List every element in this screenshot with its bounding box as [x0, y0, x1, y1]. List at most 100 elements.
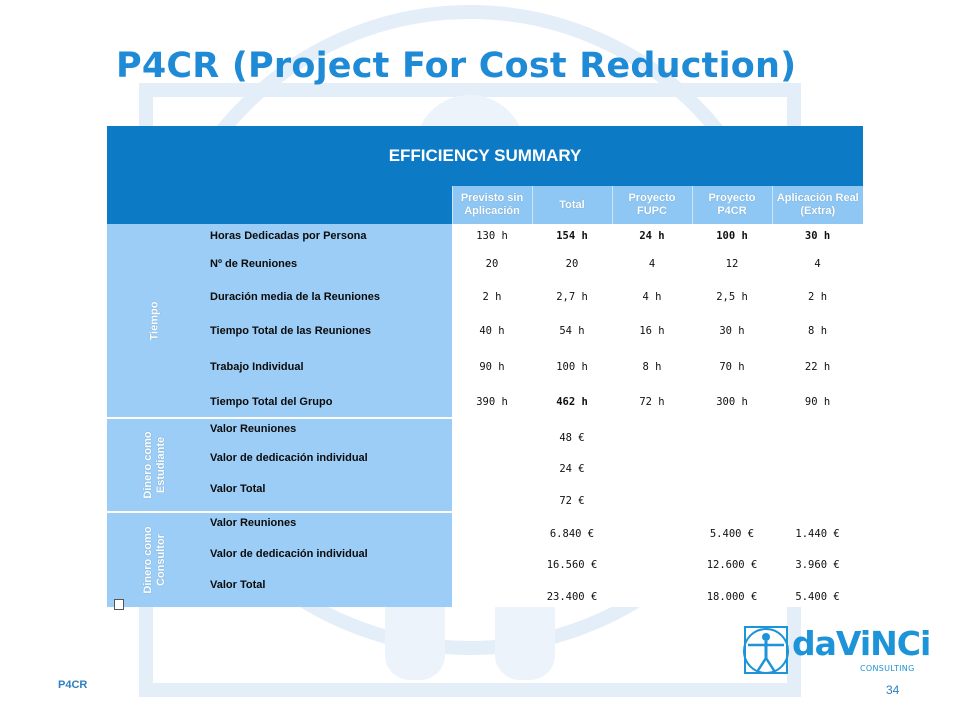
- table-cell: 5.400 €: [692, 511, 772, 544]
- table-cell: 90 h: [452, 348, 532, 386]
- table-row: Tiempo Total del Grupo 390 h 462 h 72 h …: [107, 386, 864, 418]
- table-row: Trabajo Individual 90 h 100 h 8 h 70 h 2…: [107, 348, 864, 386]
- table-title: EFFICIENCY SUMMARY: [107, 126, 864, 186]
- row-label: Valor Reuniones: [202, 417, 452, 448]
- table-cell: 2,5 h: [692, 280, 772, 314]
- table-cell: [692, 479, 772, 512]
- table-cell: 6.840 €: [532, 511, 612, 544]
- column-header-aplicacion-real: Aplicación Real (Extra): [771, 186, 864, 224]
- table-cell: 4: [612, 248, 692, 280]
- table-cell: [612, 511, 692, 544]
- table-row: Dinero como Estudiante Valor Reuniones 4…: [107, 417, 864, 512]
- table-cell: 100 h: [692, 224, 772, 248]
- logo-sub-text: CONSULTING: [860, 664, 915, 673]
- column-header-p4cr: Proyecto P4CR: [691, 186, 772, 224]
- table-cell: 54 h: [532, 314, 612, 348]
- table-cell: 130 h: [452, 224, 532, 248]
- column-header-previsto: Previsto sin Aplicación: [451, 186, 532, 224]
- table-cell: 24 €: [532, 448, 612, 479]
- row-label: Tiempo Total de las Reuniones: [202, 314, 452, 348]
- row-label: Valor Total: [202, 479, 452, 512]
- table-cell: 1.440 €: [772, 511, 864, 544]
- vitruvian-logo-icon: [743, 626, 789, 674]
- table-cell: 22 h: [772, 348, 864, 386]
- table-cell: 4 h: [612, 280, 692, 314]
- table-cell: [612, 575, 692, 607]
- table-cell: 2 h: [452, 280, 532, 314]
- row-label: Tiempo Total del Grupo: [202, 386, 452, 418]
- page-number: 34: [886, 683, 900, 697]
- table-cell: 20: [452, 248, 532, 280]
- table-cell: 4: [772, 248, 864, 280]
- row-label: Valor de dedicación individual: [202, 544, 452, 575]
- table-cell: 90 h: [772, 386, 864, 418]
- table-cell: 30 h: [772, 224, 864, 248]
- table-cell: [452, 511, 532, 544]
- row-label: Valor Reuniones: [202, 511, 452, 544]
- table-row: Dinero como Consultor Valor Reuniones 6.…: [107, 511, 864, 607]
- table-cell: 390 h: [452, 386, 532, 418]
- table-cell: 40 h: [452, 314, 532, 348]
- efficiency-summary-table: EFFICIENCY SUMMARY Previsto sin Aplicaci…: [107, 126, 864, 607]
- table-cell: 16.560 €: [532, 544, 612, 575]
- table-cell: [452, 575, 532, 607]
- table-cell: 300 h: [692, 386, 772, 418]
- group-label-consultor: Dinero como Consultor: [107, 511, 202, 607]
- table-cell: [772, 479, 864, 512]
- table-row: Valor Total 23.400 € 18.000 € 5.400 €: [107, 575, 864, 607]
- table-cell: [692, 448, 772, 479]
- table-cell: [452, 448, 532, 479]
- table-cell: 72 h: [612, 386, 692, 418]
- table-cell: 12: [692, 248, 772, 280]
- row-label: Duración media de la Reuniones: [202, 280, 452, 314]
- table-cell: 3.960 €: [772, 544, 864, 575]
- row-label: Trabajo Individual: [202, 348, 452, 386]
- embedded-object-icon[interactable]: [114, 599, 124, 610]
- table-cell: [772, 417, 864, 448]
- table-cell: [772, 448, 864, 479]
- table-cell: 8 h: [612, 348, 692, 386]
- table-row: Valor Total 72 €: [107, 479, 864, 512]
- table-cell: 70 h: [692, 348, 772, 386]
- table-cell: 8 h: [772, 314, 864, 348]
- row-label: Valor de dedicación individual: [202, 448, 452, 479]
- table-cell: [612, 417, 692, 448]
- table-cell: 23.400 €: [532, 575, 612, 607]
- table-row: Tiempo Total de las Reuniones 40 h 54 h …: [107, 314, 864, 348]
- company-logo: daViNCi CONSULTING: [742, 622, 931, 682]
- table-cell: 154 h: [532, 224, 612, 248]
- table-cell: 100 h: [532, 348, 612, 386]
- table-row: Valor de dedicación individual 16.560 € …: [107, 544, 864, 575]
- group-label-estudiante: Dinero como Estudiante: [107, 417, 202, 512]
- table-cell: 72 €: [532, 479, 612, 512]
- header-spacer: [107, 186, 452, 224]
- footer-label: P4CR: [58, 679, 88, 691]
- table-row: Duración media de la Reuniones 2 h 2,7 h…: [107, 280, 864, 314]
- table-cell: 20: [532, 248, 612, 280]
- table-cell: 462 h: [532, 386, 612, 418]
- row-label: Nº de Reuniones: [202, 248, 452, 280]
- group-label-tiempo: Tiempo: [107, 224, 202, 418]
- table-cell: 2,7 h: [532, 280, 612, 314]
- table-cell: [612, 479, 692, 512]
- table-cell: [612, 448, 692, 479]
- table-cell: 30 h: [692, 314, 772, 348]
- table-cell: [452, 417, 532, 448]
- row-label: Valor Total: [202, 575, 452, 607]
- table-cell: [452, 544, 532, 575]
- table-cell: 48 €: [532, 417, 612, 448]
- table-cell: 16 h: [612, 314, 692, 348]
- column-header-total: Total: [531, 186, 612, 224]
- table-cell: 5.400 €: [772, 575, 864, 607]
- table-row: Valor de dedicación individual 24 €: [107, 448, 864, 479]
- page-title: P4CR (Project For Cost Reduction): [116, 46, 797, 86]
- table-cell: 18.000 €: [692, 575, 772, 607]
- table-cell: [452, 479, 532, 512]
- table-row: Tiempo Horas Dedicadas por Persona 130 h…: [107, 224, 864, 418]
- row-label: Horas Dedicadas por Persona: [202, 224, 452, 248]
- table-cell: [612, 544, 692, 575]
- logo-brand-text: daViNCi: [792, 624, 931, 663]
- table-cell: 12.600 €: [692, 544, 772, 575]
- table-row: Nº de Reuniones 20 20 4 12 4: [107, 248, 864, 280]
- table-cell: [692, 417, 772, 448]
